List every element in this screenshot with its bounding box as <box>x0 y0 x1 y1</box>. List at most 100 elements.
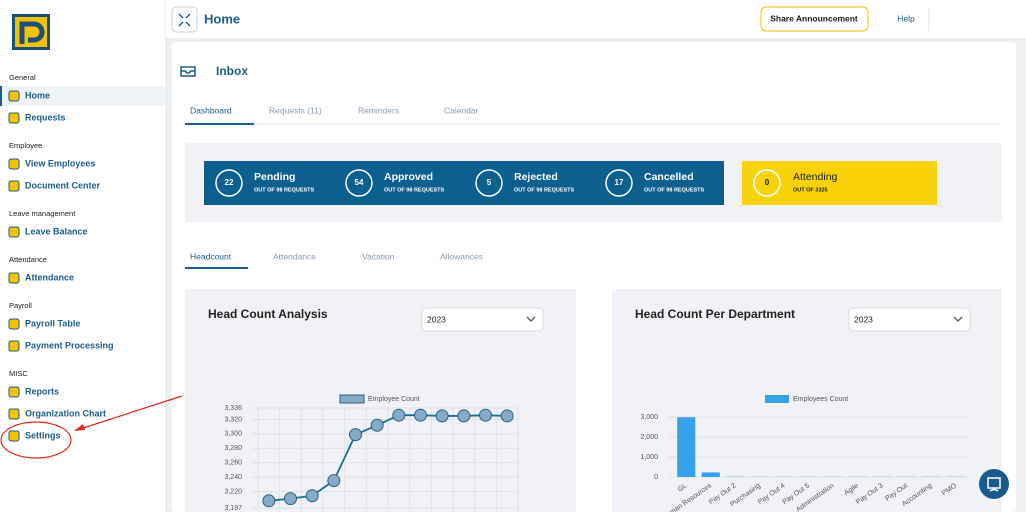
stat-label: Pending <box>254 171 295 183</box>
annotation-arrow <box>79 395 183 430</box>
subtab[interactable]: Headcount <box>190 251 232 261</box>
nav-item[interactable]: View Employees <box>25 158 95 168</box>
nav-item[interactable]: Document Center <box>25 180 101 190</box>
line-point <box>414 408 427 422</box>
item-icon <box>8 408 20 420</box>
inbox-icon <box>180 66 196 77</box>
nav-item[interactable]: Leave Balance <box>25 226 88 236</box>
y-tick-label: 3,240 <box>224 474 242 481</box>
stat-label: Rejected <box>514 171 558 183</box>
chat-button[interactable] <box>979 469 1009 499</box>
y-tick-label: 2,000 <box>640 434 658 441</box>
line-point <box>500 409 514 423</box>
stat-label: Approved <box>384 171 433 183</box>
legend-label: Employees Count <box>793 396 848 403</box>
subtab[interactable]: Allowances <box>440 251 483 261</box>
stat-count: 54 <box>355 178 364 187</box>
item-icon <box>8 318 20 330</box>
stat-ring <box>345 169 373 197</box>
annotation-circle <box>0 421 72 459</box>
item-icon <box>8 226 20 238</box>
item-icon <box>8 430 20 442</box>
section-title: MISC <box>9 369 28 378</box>
stat-ring <box>753 169 781 197</box>
stats-box <box>204 161 724 205</box>
share-label[interactable]: Share Announcement <box>770 13 858 23</box>
stat-count: 5 <box>487 178 492 187</box>
stat-ring <box>475 169 503 197</box>
chat-icon <box>987 477 1001 492</box>
item-icon <box>8 340 20 352</box>
annotation-arrowhead <box>74 424 85 431</box>
bar <box>701 472 720 477</box>
section-title: Employee <box>9 141 42 150</box>
stat-sub: OUT OF 98 REQUESTS <box>644 187 705 193</box>
stat-sub: OUT OF 98 REQUESTS <box>384 187 445 193</box>
y-tick-label: 3,000 <box>640 414 658 421</box>
subtab[interactable]: Attendance <box>273 251 316 261</box>
y-tick-label: 3,320 <box>224 416 242 423</box>
y-tick-label: 3,336 <box>224 405 242 412</box>
nav-item[interactable]: Payroll Table <box>25 318 80 328</box>
item-icon <box>8 112 20 124</box>
subtab-underline <box>185 267 248 269</box>
stat-sub: OUT OF 98 REQUESTS <box>514 187 575 193</box>
nav-item[interactable]: Home <box>25 90 50 100</box>
y-tick-label: 3,280 <box>224 445 242 452</box>
active-item-marker <box>0 86 2 106</box>
section-title: General <box>9 73 36 82</box>
y-tick-label: 1,000 <box>640 454 658 461</box>
stat-count: 22 <box>225 178 234 187</box>
attending-box <box>742 161 937 205</box>
dropdown-chevron <box>953 316 963 322</box>
tab[interactable]: Requests (11) <box>269 105 322 115</box>
x-tick-label: GL <box>677 482 689 493</box>
y-tick-label: 3,260 <box>224 460 242 467</box>
year-value: 2023 <box>427 314 446 324</box>
y-tick-label: 3,197 <box>224 505 242 512</box>
item-icon <box>8 386 20 398</box>
legend-label: Employee Count <box>368 396 420 403</box>
bar <box>677 417 696 477</box>
nav-item[interactable]: Requests <box>25 112 66 122</box>
item-icon <box>8 180 20 192</box>
subtab[interactable]: Vacation <box>362 251 395 261</box>
stat-count: 17 <box>615 178 624 187</box>
stat-label: Cancelled <box>644 171 694 183</box>
section-title: Leave management <box>9 209 76 218</box>
nav-item[interactable]: Reports <box>25 386 59 396</box>
page-title: Home <box>204 11 240 26</box>
y-tick-label: 0 <box>654 474 658 481</box>
nav-item[interactable]: Attendance <box>25 272 74 282</box>
nav-item[interactable]: Settings <box>25 430 61 440</box>
stat-sub: OUT OF 3325 <box>793 187 828 193</box>
nav-item[interactable]: Organization Chart <box>25 408 106 418</box>
chart-title: Head Count Analysis <box>208 307 328 321</box>
menu-button[interactable] <box>171 6 198 33</box>
tab[interactable]: Reminders <box>358 105 399 115</box>
item-icon <box>8 90 20 102</box>
line-point <box>327 474 341 488</box>
stat-ring <box>215 169 243 197</box>
line-point <box>479 408 492 422</box>
help-link[interactable]: Help <box>897 13 915 23</box>
share-button[interactable] <box>760 6 869 32</box>
y-tick-label: 3,220 <box>224 488 242 495</box>
section-title: Payroll <box>9 301 32 310</box>
nav-item[interactable]: Payment Processing <box>25 340 114 350</box>
stat-label: Attending <box>793 171 838 183</box>
legend-swatch <box>339 394 365 404</box>
header-bar <box>166 0 1026 38</box>
stat-ring <box>605 169 633 197</box>
year-dropdown[interactable] <box>421 307 544 332</box>
line-point <box>305 489 319 503</box>
item-icon <box>8 272 20 284</box>
year-dropdown[interactable] <box>848 307 971 332</box>
line-point <box>457 409 471 423</box>
tab[interactable]: Calendar <box>444 105 479 115</box>
dropdown-chevron <box>526 316 536 322</box>
tab[interactable]: Dashboard <box>190 105 232 115</box>
year-value: 2023 <box>854 314 873 324</box>
line-point <box>349 428 362 442</box>
